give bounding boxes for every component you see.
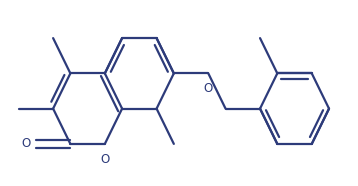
Text: O: O <box>204 82 213 95</box>
Text: O: O <box>21 137 31 150</box>
Text: O: O <box>100 153 110 166</box>
